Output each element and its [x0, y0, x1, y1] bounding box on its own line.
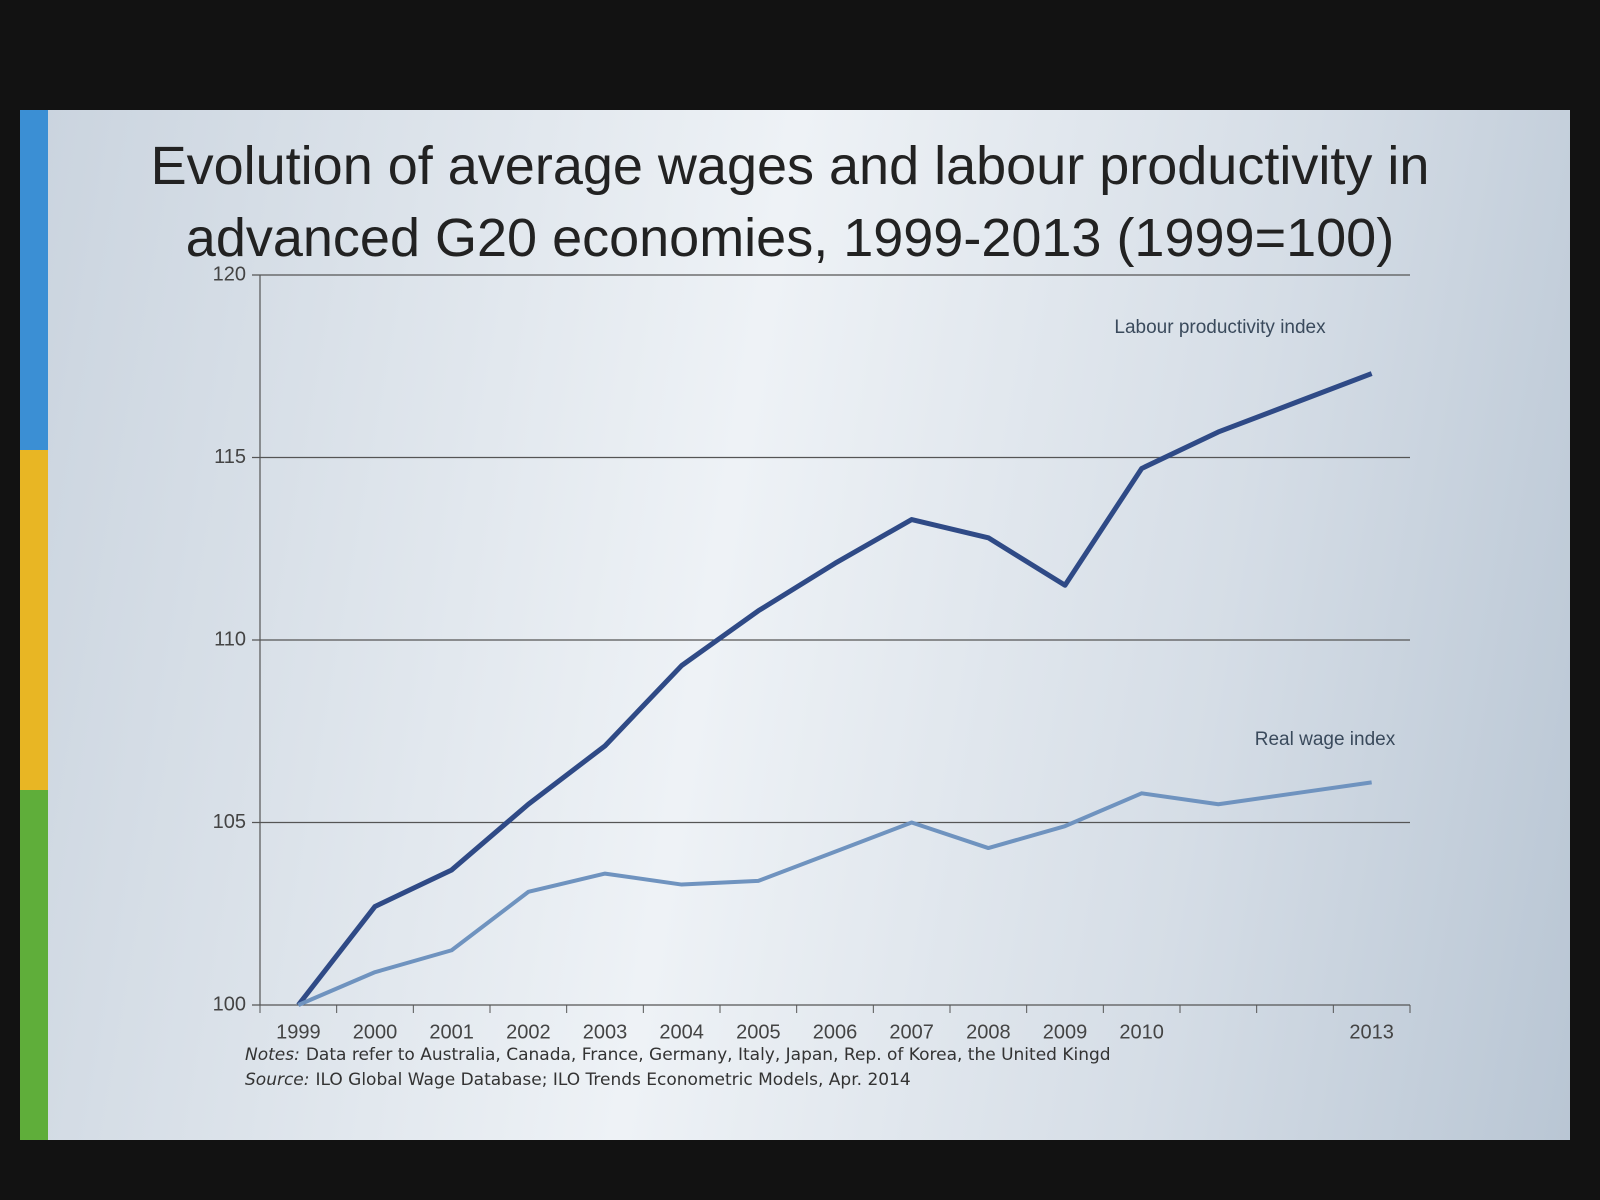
color-strip: [20, 450, 48, 790]
y-tick-label: 110: [214, 628, 246, 650]
y-tick-label: 120: [213, 263, 246, 285]
x-tick-label: 2007: [889, 1021, 934, 1043]
series-line: [296, 371, 1373, 1007]
x-tick-label: 2005: [736, 1021, 781, 1043]
x-tick-label: 2009: [1043, 1021, 1088, 1043]
x-tick-label: 2004: [659, 1021, 704, 1043]
color-strip: [20, 110, 48, 450]
y-tick-label: 100: [213, 993, 246, 1015]
notes-text: Data refer to Australia, Canada, France,…: [305, 1045, 1111, 1065]
series-label: Labour productivity index: [1114, 317, 1326, 338]
slide: Evolution of average wages and labour pr…: [20, 110, 1570, 1140]
chart: 100 105 110 115 120 1999 2000 2001 2002 2003 2004 2…: [213, 263, 1411, 1043]
x-tick-label: 2003: [583, 1021, 628, 1043]
x-tick-label: 2008: [966, 1021, 1011, 1043]
series-label: Real wage index: [1254, 729, 1396, 750]
notes: Notes: Data refer to Australia, Canada, F…: [245, 1045, 1111, 1065]
color-strip: [20, 790, 48, 1140]
x-tick-label: 2001: [429, 1021, 474, 1043]
y-tick-label: 115: [214, 446, 246, 468]
x-tick-label: 2006: [813, 1021, 858, 1043]
source-label: Source:: [245, 1070, 310, 1090]
x-tick-label: 2010: [1119, 1021, 1164, 1043]
y-tick-label: 105: [213, 811, 246, 833]
source: Source: ILO Global Wage Database; ILO Tre…: [245, 1070, 911, 1090]
notes-label: Notes:: [245, 1045, 300, 1065]
x-tick-label: 2000: [353, 1021, 398, 1043]
source-text: ILO Global Wage Database; ILO Trends Eco…: [315, 1070, 911, 1090]
x-tick-label: 2002: [506, 1021, 551, 1043]
chart-title: Evolution of average wages and labour pr…: [150, 136, 1430, 268]
x-tick-label: 1999: [276, 1021, 321, 1043]
series-line: [297, 780, 1372, 1007]
x-tick-label: 2013: [1349, 1021, 1394, 1043]
